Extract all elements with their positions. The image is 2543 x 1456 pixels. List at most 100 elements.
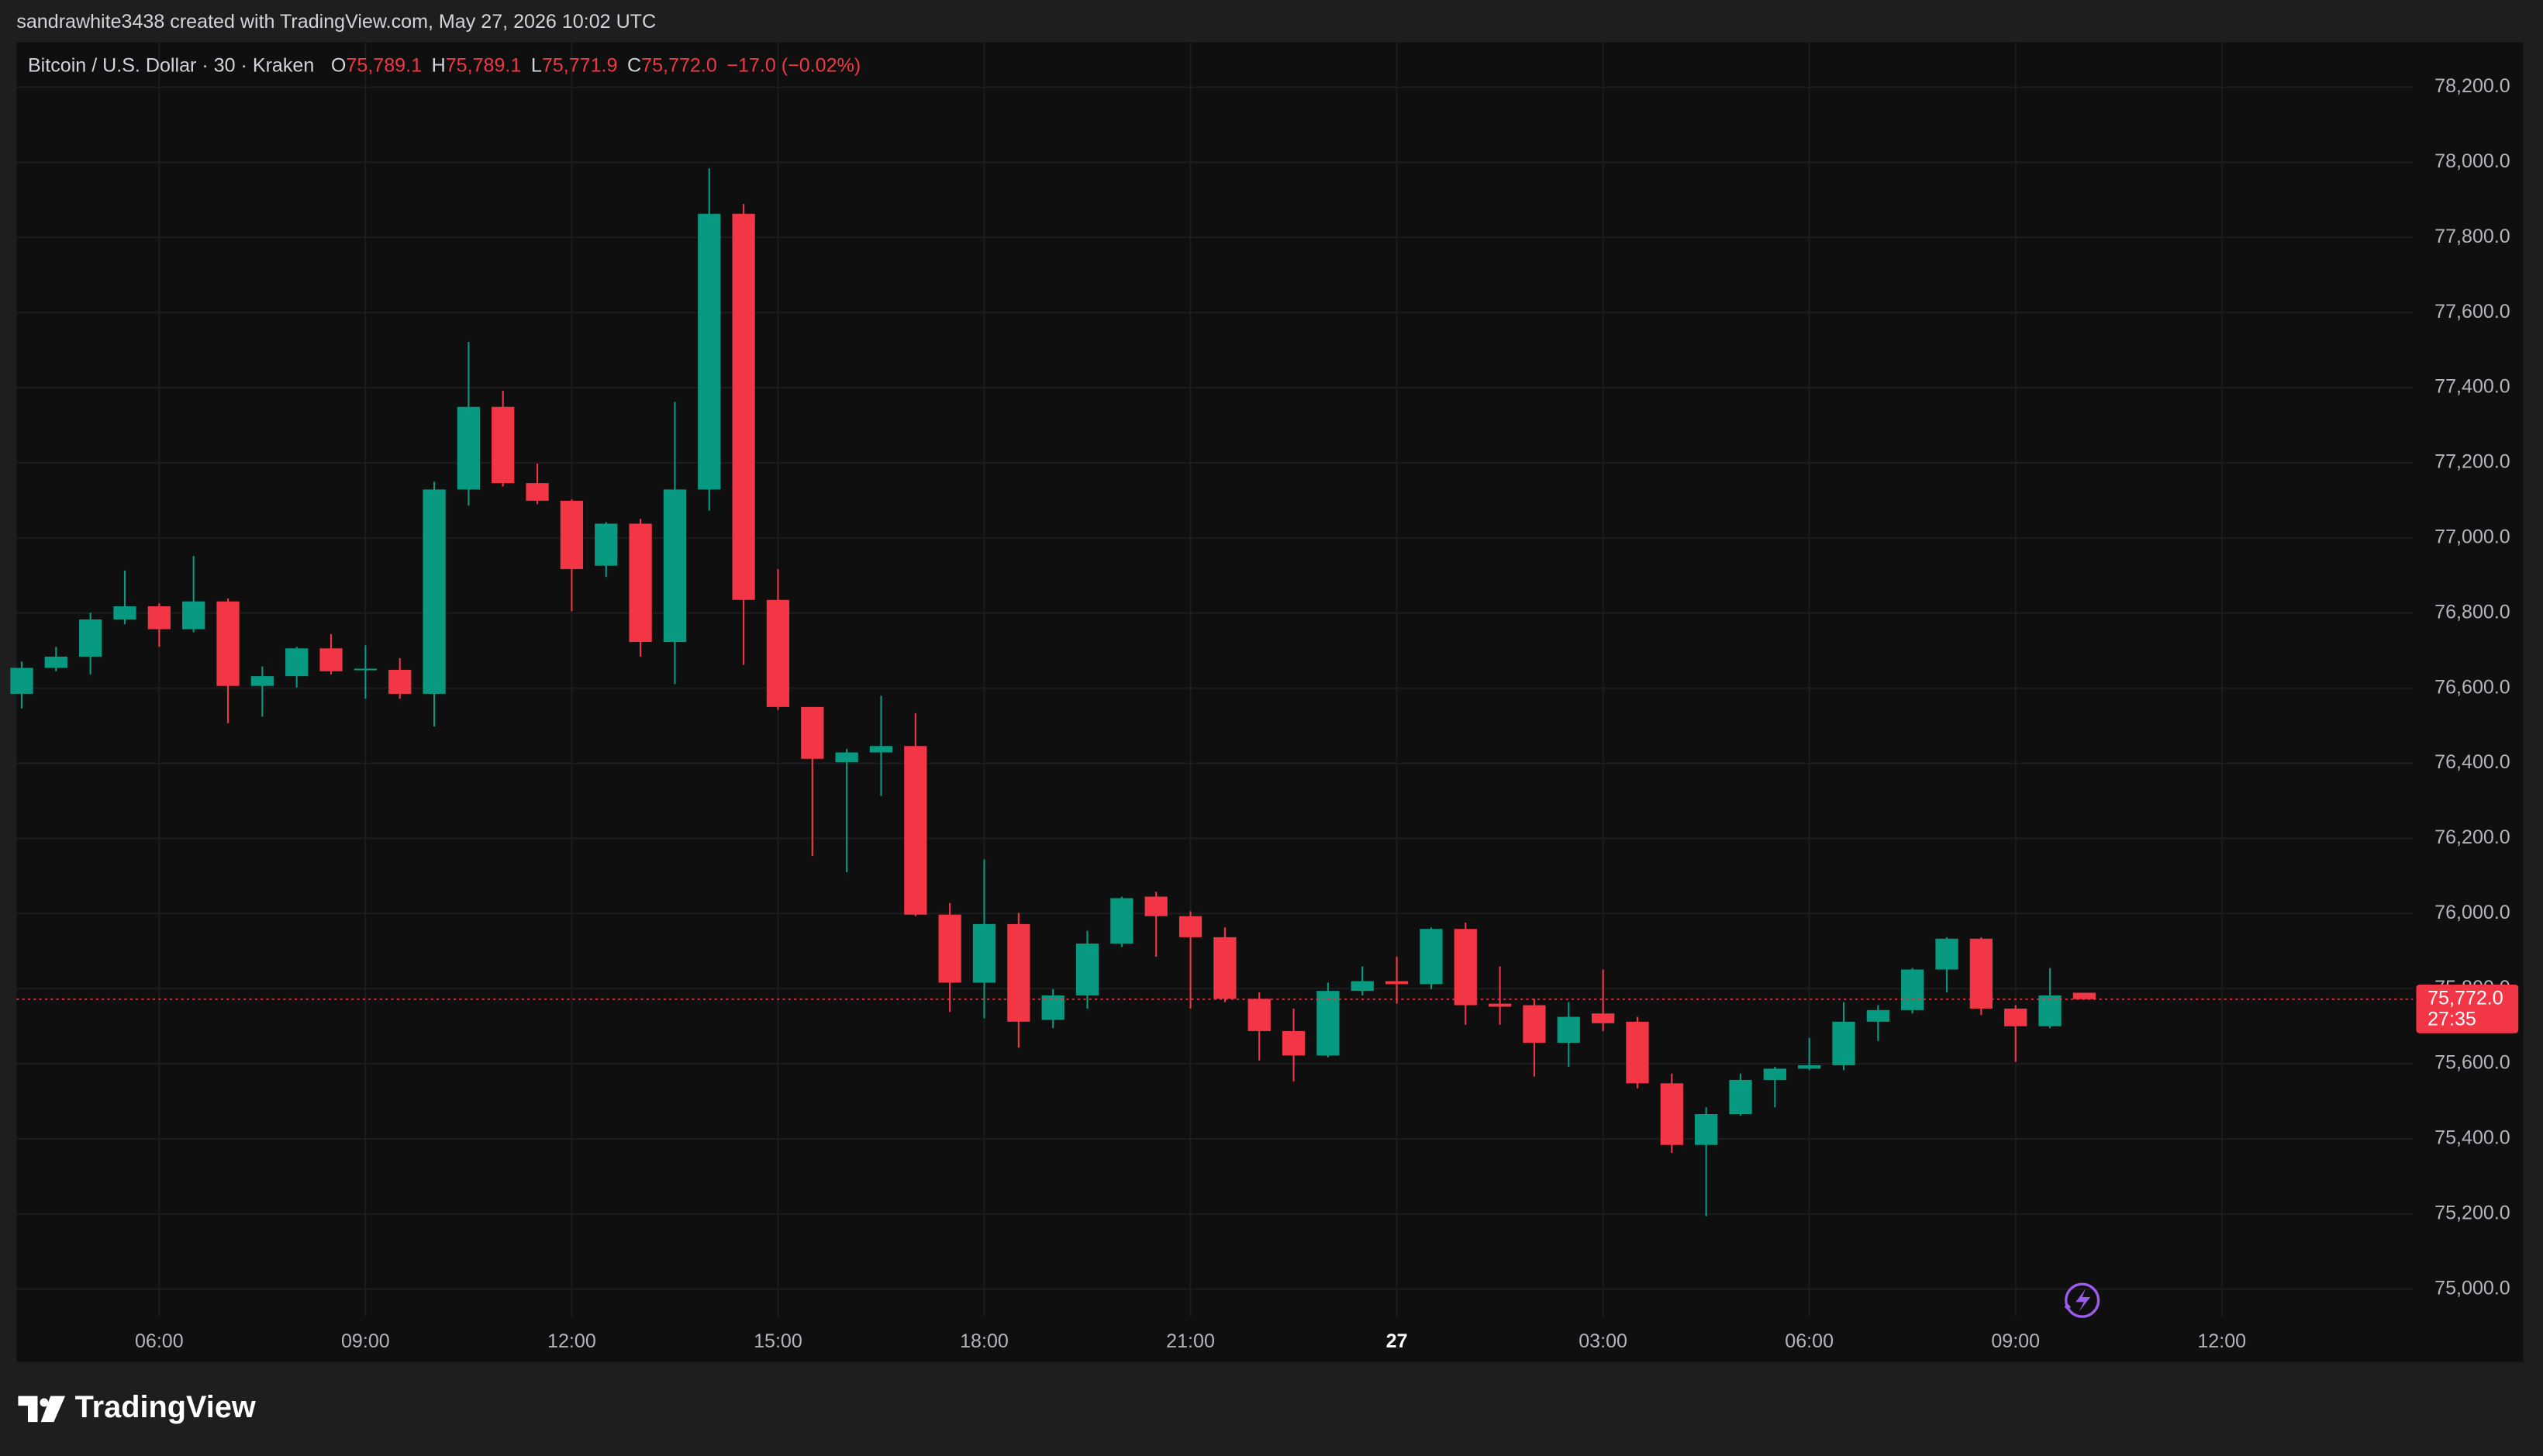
candle-body xyxy=(79,619,102,657)
price-tag-value: 75,772.0 xyxy=(2427,987,2503,1009)
candle-body xyxy=(10,668,33,694)
candle-body xyxy=(1075,944,1099,995)
y-tick-label: 75,400.0 xyxy=(2434,1127,2510,1149)
candle-body xyxy=(1110,898,1133,944)
y-tick-label: 77,800.0 xyxy=(2434,226,2510,247)
y-tick-label: 75,600.0 xyxy=(2434,1052,2510,1074)
y-tick-label: 76,600.0 xyxy=(2434,676,2510,698)
y-tick-label: 78,200.0 xyxy=(2434,75,2510,97)
x-tick-label: 06:00 xyxy=(135,1330,184,1352)
candle-body xyxy=(1591,1013,1615,1023)
candle-body xyxy=(147,606,171,630)
x-tick-label: 15:00 xyxy=(754,1330,802,1352)
candle-body xyxy=(388,669,412,694)
axis-labels: 75,000.075,200.075,400.075,600.075,800.0… xyxy=(135,75,2519,1352)
x-tick-label: 09:00 xyxy=(341,1330,390,1352)
symbol: Bitcoin / U.S. Dollar · 30 · Kraken xyxy=(28,54,314,76)
candle-body xyxy=(182,601,205,630)
brand: TradingView xyxy=(75,1390,256,1424)
candle-body xyxy=(1763,1068,1786,1080)
candle-body xyxy=(1316,991,1340,1056)
candle-body xyxy=(629,523,652,643)
candle-body xyxy=(766,599,790,707)
candle-body xyxy=(1282,1030,1306,1056)
candle-body xyxy=(1385,981,1409,985)
candle-body xyxy=(938,914,961,983)
candle-body xyxy=(113,606,136,619)
candles xyxy=(10,168,2414,1216)
candle-body xyxy=(732,213,755,600)
candle-body xyxy=(1213,937,1237,999)
y-tick-label: 78,000.0 xyxy=(2434,150,2510,172)
candle-body xyxy=(1420,929,1443,985)
candle-body xyxy=(1557,1016,1580,1043)
y-tick-label: 77,200.0 xyxy=(2434,451,2510,473)
candle-body xyxy=(869,746,893,753)
candle-body xyxy=(2072,992,2096,999)
candle-body xyxy=(250,676,274,686)
legend-key: L xyxy=(531,54,542,76)
chart-panel xyxy=(16,42,2524,1362)
candle-body xyxy=(1866,1009,1889,1022)
legend-value: 75,772.0 xyxy=(641,54,717,76)
candle-body xyxy=(1729,1079,1752,1115)
candle-body xyxy=(285,648,309,677)
candle-body xyxy=(457,406,481,490)
candle-body xyxy=(354,668,378,671)
candle-body xyxy=(1626,1021,1649,1084)
candle-body xyxy=(1144,896,1168,916)
candle-body xyxy=(526,483,549,501)
x-tick-label: 18:00 xyxy=(960,1330,1009,1352)
y-tick-label: 77,400.0 xyxy=(2434,376,2510,398)
candle-body xyxy=(663,489,687,643)
x-tick-label: 03:00 xyxy=(1579,1330,1627,1352)
y-tick-label: 76,200.0 xyxy=(2434,826,2510,848)
candle-body xyxy=(904,746,927,915)
candle-body xyxy=(2038,995,2062,1026)
x-tick-label: 21:00 xyxy=(1166,1330,1215,1352)
candle-body xyxy=(44,656,67,668)
y-tick-label: 77,600.0 xyxy=(2434,301,2510,323)
candle-body xyxy=(801,706,824,759)
candle-body xyxy=(2004,1008,2027,1026)
y-tick-label: 76,400.0 xyxy=(2434,751,2510,773)
candle-body xyxy=(423,489,446,694)
legend-change: −17.0 (−0.02%) xyxy=(726,54,861,76)
candle-body xyxy=(595,523,618,566)
candle-body xyxy=(560,500,584,570)
x-tick-label: 12:00 xyxy=(547,1330,596,1352)
y-tick-label: 75,000.0 xyxy=(2434,1277,2510,1299)
y-tick-label: 75,200.0 xyxy=(2434,1202,2510,1224)
y-tick-label: 77,000.0 xyxy=(2434,526,2510,547)
x-tick-label: 27 xyxy=(1386,1330,1408,1352)
candle-body xyxy=(1247,999,1271,1031)
x-tick-label: 12:00 xyxy=(2197,1330,2246,1352)
candle-body xyxy=(835,752,858,763)
legend-value: 75,789.1 xyxy=(346,54,422,76)
brand-logo: TradingView xyxy=(18,1390,256,1424)
legend-key: O xyxy=(331,54,347,76)
candle-body xyxy=(1178,916,1202,937)
candle-body xyxy=(492,406,515,484)
bolt-icon xyxy=(2064,1282,2100,1318)
legend-value: 75,771.9 xyxy=(542,54,618,76)
candle-body xyxy=(319,648,343,671)
caption: sandrawhite3438 created with TradingView… xyxy=(16,11,656,33)
x-tick-label: 06:00 xyxy=(1785,1330,1834,1352)
candle-body xyxy=(1351,981,1374,992)
y-tick-label: 76,800.0 xyxy=(2434,601,2510,623)
candle-body xyxy=(698,213,721,490)
candle-body xyxy=(1454,929,1477,1006)
candle-body xyxy=(1901,969,1924,1010)
candle-body xyxy=(1969,938,1993,1009)
candle-body xyxy=(1660,1083,1683,1145)
candle-body xyxy=(1935,938,1958,970)
price-tag xyxy=(2416,984,2519,1033)
x-tick-label: 09:00 xyxy=(1991,1330,2040,1352)
legend-value: 75,789.1 xyxy=(446,54,522,76)
candle-body xyxy=(1007,923,1030,1022)
candle-body xyxy=(216,601,240,686)
candle-body xyxy=(1832,1021,1855,1066)
y-tick-label: 76,000.0 xyxy=(2434,902,2510,923)
